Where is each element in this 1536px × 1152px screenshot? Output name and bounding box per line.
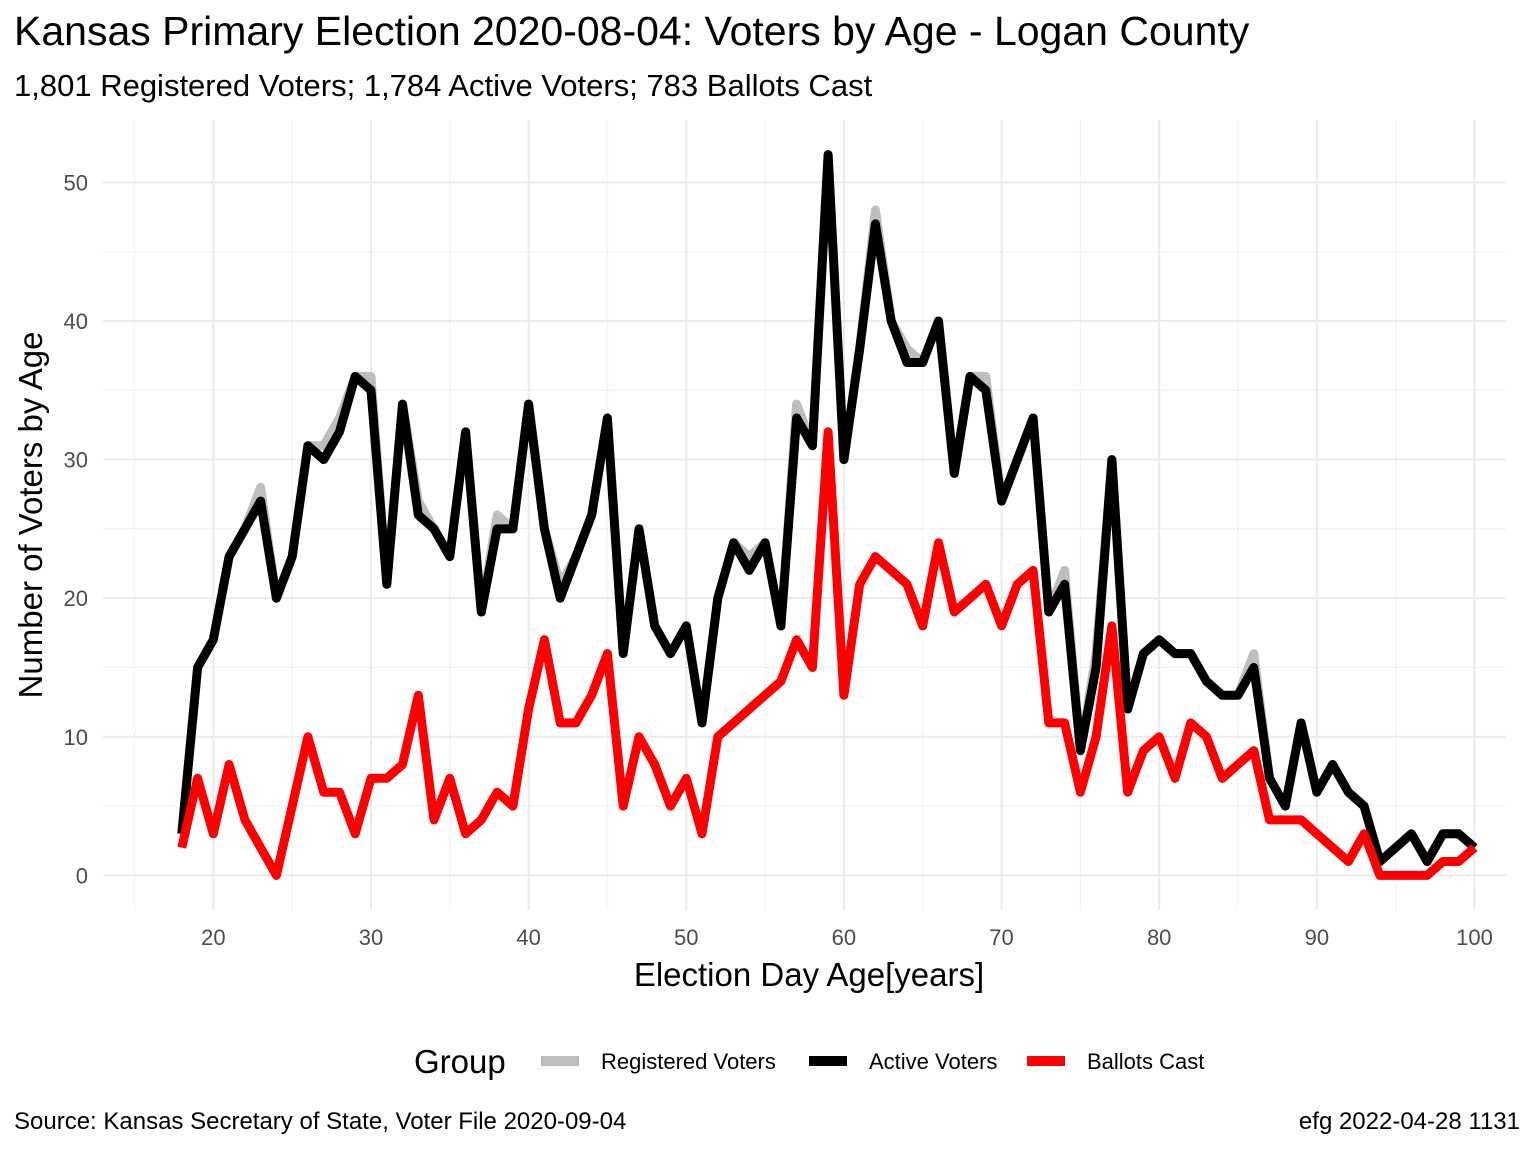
chart-subtitle: 1,801 Registered Voters; 1,784 Active Vo… bbox=[14, 68, 873, 103]
chart-title: Kansas Primary Election 2020-08-04: Vote… bbox=[14, 8, 1250, 54]
legend-label-active-voters: Active Voters bbox=[869, 1049, 997, 1074]
x-tick-label: 80 bbox=[1147, 925, 1171, 950]
y-tick-label: 0 bbox=[76, 863, 88, 888]
legend-title: Group bbox=[414, 1043, 506, 1080]
legend-label-registered-voters: Registered Voters bbox=[601, 1049, 776, 1074]
series-line-ballots-cast bbox=[177, 427, 1478, 880]
x-tick-label: 90 bbox=[1305, 925, 1329, 950]
line-chart: 20 30 40 50 60 70 80 90 100 0 10 20 30 40 50 Election… bbox=[12, 120, 1506, 1080]
series-lines bbox=[177, 150, 1478, 880]
x-axis-title: Election Day Age[years] bbox=[634, 956, 984, 993]
minor-gridlines bbox=[103, 120, 1506, 910]
series-line-registered-voters bbox=[177, 150, 1478, 866]
legend-label-ballots-cast: Ballots Cast bbox=[1087, 1049, 1204, 1074]
source-caption: Source: Kansas Secretary of State, Voter… bbox=[14, 1108, 627, 1135]
y-tick-label: 50 bbox=[64, 170, 88, 195]
x-tick-label: 60 bbox=[832, 925, 856, 950]
credit-caption: efg 2022-04-28 1131 bbox=[1298, 1108, 1520, 1135]
y-tick-label: 30 bbox=[64, 448, 88, 473]
x-tick-label: 20 bbox=[201, 925, 225, 950]
y-tick-label: 20 bbox=[64, 586, 88, 611]
legend: Group Registered Voters Active Voters Ball… bbox=[414, 1043, 1204, 1080]
y-axis-title: Number of Voters by Age bbox=[12, 332, 49, 699]
x-tick-label: 50 bbox=[674, 925, 698, 950]
x-tick-label: 100 bbox=[1456, 925, 1493, 950]
y-tick-label: 40 bbox=[64, 309, 88, 334]
x-axis-ticks: 20 30 40 50 60 70 80 90 100 bbox=[201, 925, 1493, 950]
y-axis-ticks: 0 10 20 30 40 50 bbox=[64, 170, 88, 888]
major-gridlines bbox=[103, 120, 1506, 910]
x-tick-label: 30 bbox=[359, 925, 383, 950]
x-tick-label: 40 bbox=[516, 925, 540, 950]
series-line-active-voters bbox=[177, 150, 1478, 866]
x-tick-label: 70 bbox=[989, 925, 1013, 950]
y-tick-label: 10 bbox=[64, 725, 88, 750]
